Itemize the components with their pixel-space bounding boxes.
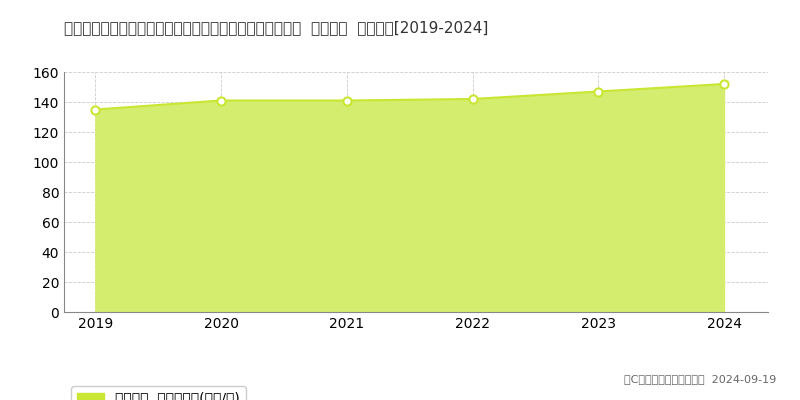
Point (592, 88, 605, 95)
Point (89, 106, 102, 113)
Text: 埼玉県さいたま市中央区大字下落合字大原１０５０番２外  公示地価  地価推移[2019-2024]: 埼玉県さいたま市中央区大字下落合字大原１０５０番２外 公示地価 地価推移[201… (64, 20, 488, 35)
Point (214, 97, 227, 104)
Point (466, 96, 479, 102)
Text: （C）土地価格ドットコム  2024-09-19: （C）土地価格ドットコム 2024-09-19 (624, 374, 776, 384)
Point (718, 81, 730, 87)
Legend: 公示地価  平均坪単価(万円/坪): 公示地価 平均坪単価(万円/坪) (71, 386, 246, 400)
Point (341, 97, 354, 104)
